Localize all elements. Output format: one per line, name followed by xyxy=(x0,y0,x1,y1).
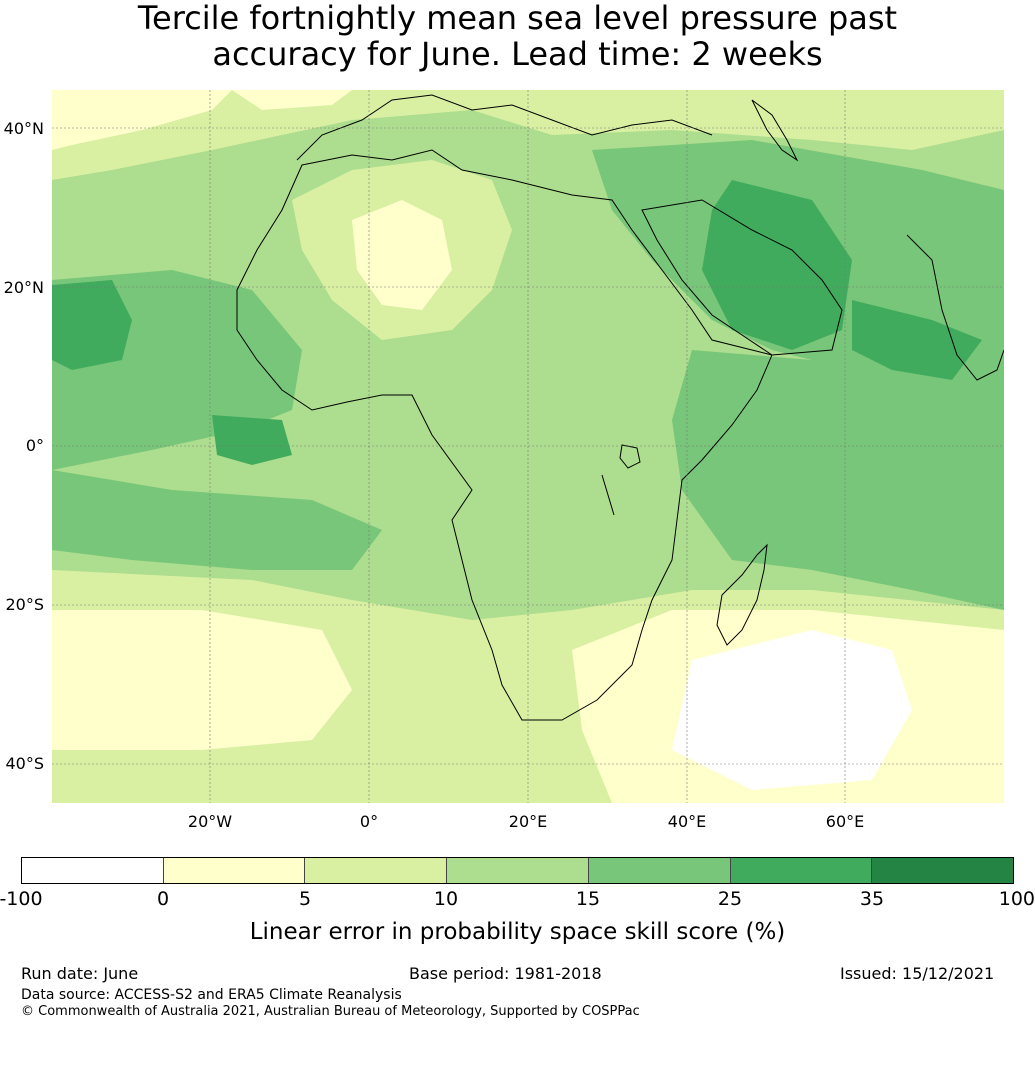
colorbar xyxy=(21,857,1014,884)
lat-label-20n: 20°N xyxy=(3,278,44,297)
colorbar-tick-label: 25 xyxy=(717,888,743,910)
arabia-coastline xyxy=(641,199,843,356)
skill-score-map xyxy=(52,90,1004,803)
caspian-coastline xyxy=(751,99,799,162)
madagascar-coastline xyxy=(716,543,768,646)
colorbar-tick-label: 15 xyxy=(575,888,601,910)
colorbar-label: Linear error in probability space skill … xyxy=(249,919,786,945)
map-gridlines xyxy=(52,90,1004,803)
run-date: Run date: June xyxy=(21,964,139,983)
colorbar-tick-label: 0 xyxy=(156,888,170,910)
lon-label-40e: 40°E xyxy=(667,812,707,831)
colorbar-tick-label: 35 xyxy=(859,888,885,910)
colorbar-tick-label: 5 xyxy=(298,888,312,910)
region-sahara-low xyxy=(352,200,452,310)
region-indian-ocean xyxy=(672,350,1004,610)
colorbar-segment xyxy=(163,858,306,883)
lon-label-60e: 60°E xyxy=(825,812,865,831)
colorbar-segment xyxy=(447,858,589,883)
lat-label-20s: 20°S xyxy=(5,595,44,614)
colorbar-segment xyxy=(588,858,731,883)
colorbar-segment xyxy=(872,858,1014,883)
region-atlantic-high xyxy=(52,280,132,370)
colorbar-segment xyxy=(305,858,448,883)
lon-label-20w: 20°W xyxy=(187,812,233,831)
lon-label-20e: 20°E xyxy=(508,812,548,831)
map-title-line-1: Tercile fortnightly mean sea level press… xyxy=(137,0,898,37)
region-northwest-low xyxy=(52,90,232,150)
lat-label-40n: 40°N xyxy=(3,119,44,138)
data-source: Data source: ACCESS-S2 and ERA5 Climate … xyxy=(21,987,402,1003)
region-south-atlantic-low xyxy=(52,610,352,750)
lake-victoria xyxy=(619,444,641,469)
europe-coastline xyxy=(296,94,713,161)
region-gulf-guinea-high xyxy=(212,415,292,465)
colorbar-segment xyxy=(22,858,164,883)
lake-tanganyika xyxy=(601,474,615,516)
region-north-band xyxy=(52,90,1004,180)
colorbar-tick-label: 100 xyxy=(998,888,1035,910)
base-period: Base period: 1981-2018 xyxy=(409,964,602,983)
map-canvas xyxy=(52,90,1004,803)
colorbar-tick-label: 10 xyxy=(433,888,459,910)
copyright: © Commonwealth of Australia 2021, Austra… xyxy=(21,1004,640,1019)
region-arabian-sea-high xyxy=(852,300,982,380)
region-iberia-low xyxy=(232,90,352,110)
issued-date: Issued: 15/12/2021 xyxy=(840,964,995,983)
lat-label-0: 0° xyxy=(25,436,44,455)
lon-label-0: 0° xyxy=(359,812,379,831)
colorbar-segment xyxy=(730,858,873,883)
colorbar-tick-label: -100 xyxy=(0,888,43,910)
map-title-line-2: accuracy for June. Lead time: 2 weeks xyxy=(212,35,823,73)
india-coastline xyxy=(906,234,1004,381)
lat-label-40s: 40°S xyxy=(5,754,44,773)
region-negative-skill xyxy=(672,630,912,790)
region-south-atlantic xyxy=(52,470,382,570)
africa-coastline xyxy=(236,149,773,721)
